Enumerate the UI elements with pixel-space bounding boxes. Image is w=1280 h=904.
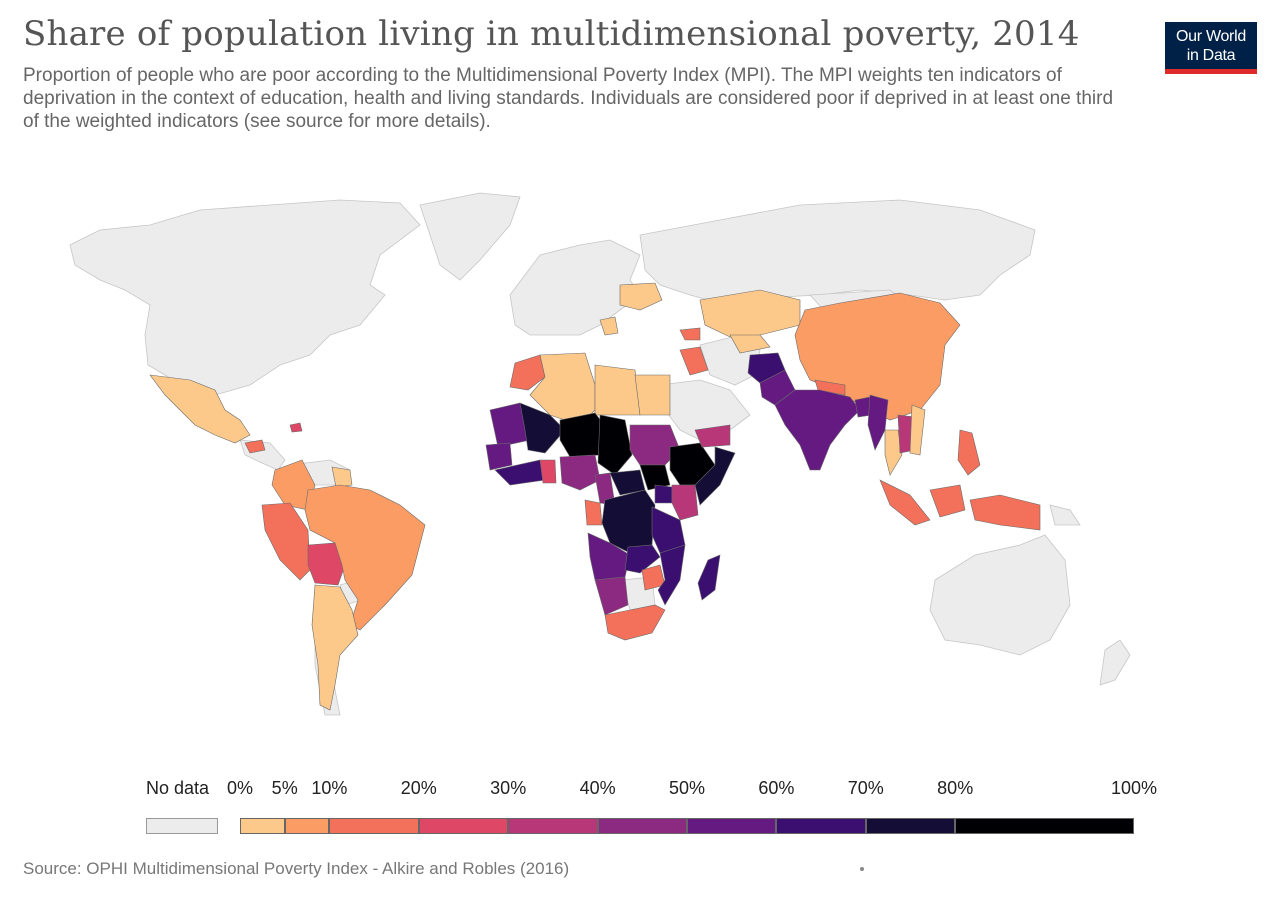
region-papua (1049, 504, 1081, 526)
color-legend: No data 0% 5% 10% 20% 30% 40% 50% 60% 70% 80% 100% (0, 770, 1280, 840)
region-chad (597, 414, 633, 476)
legend-tick-label: 60% (758, 778, 795, 798)
legend-swatch[interactable] (955, 818, 1134, 834)
region-india (774, 389, 861, 471)
region-nigeria (559, 454, 601, 491)
source-note: Source: OPHI Multidimensional Poverty In… (23, 859, 570, 878)
region-kenya (671, 484, 699, 521)
legend-tick-label: 100% (1110, 778, 1158, 798)
timeline-dot[interactable] (860, 867, 864, 871)
region-egypt (634, 374, 671, 416)
region-myanmar (867, 394, 889, 451)
region-iraq (679, 346, 709, 376)
region-mozambique (657, 544, 686, 606)
legend-swatch[interactable] (687, 818, 777, 834)
region-senegal (485, 442, 513, 471)
region-ghana (539, 459, 557, 484)
region-south-africa (604, 604, 666, 641)
region-ukraine (619, 282, 663, 311)
world-map[interactable] (40, 185, 1240, 725)
legend-tick-label: 0% (226, 778, 254, 798)
region-libya (594, 364, 641, 416)
region-russia (639, 199, 1036, 304)
region-mali (519, 402, 566, 454)
legend-swatch[interactable] (597, 818, 687, 834)
region-honduras (244, 439, 266, 454)
region-zambia (624, 544, 661, 574)
legend-swatch[interactable] (240, 818, 285, 834)
region-north-america (69, 199, 421, 396)
region-kazakhstan (699, 289, 801, 338)
region-morocco (509, 354, 546, 391)
legend-tick-label: 10% (311, 778, 348, 798)
legend-tick-label: 30% (490, 778, 527, 798)
region-south-sudan (639, 464, 671, 491)
region-australia (929, 534, 1071, 656)
region-indonesia-west (879, 479, 931, 526)
owid-logo[interactable]: Our World in Data (1165, 22, 1257, 74)
region-haiti (289, 422, 303, 433)
legend-tick-label: 80% (937, 778, 974, 798)
region-yemen (694, 424, 731, 448)
region-indonesia-borneo (929, 484, 966, 518)
region-greenland (419, 192, 521, 281)
legend-tick-label: 70% (847, 778, 884, 798)
region-thailand (884, 429, 903, 476)
chart-subtitle: Proportion of people who are poor accord… (23, 65, 1114, 132)
legend-tick-label: 5% (271, 778, 298, 798)
region-balkans (599, 316, 619, 336)
legend-swatch[interactable] (418, 818, 509, 834)
region-mexico (149, 374, 251, 444)
region-somalia (694, 446, 736, 506)
data-countries (149, 282, 1041, 711)
legend-tick-label: 20% (400, 778, 437, 798)
region-madagascar (697, 554, 721, 601)
region-new-zealand (1099, 639, 1131, 686)
region-uganda (654, 484, 673, 504)
region-philippines (957, 429, 981, 476)
region-gabon (584, 499, 603, 526)
region-central-asia (729, 334, 771, 354)
chart-title: Share of population living in multidimen… (23, 14, 1080, 54)
region-namibia (594, 576, 629, 616)
logo-line-2: in Data (1186, 47, 1236, 64)
legend-swatch[interactable] (284, 818, 330, 834)
logo-line-1: Our World (1176, 28, 1246, 45)
legend-swatch[interactable] (776, 818, 866, 834)
region-argentina (311, 584, 359, 711)
legend-nodata-label: No data (146, 778, 210, 798)
legend-tick-label: 40% (579, 778, 616, 798)
region-vietnam (909, 404, 926, 456)
region-nepal (814, 379, 846, 396)
region-guyana (331, 466, 353, 488)
legend-swatch[interactable] (865, 818, 956, 834)
legend-tick-label: 50% (668, 778, 706, 798)
region-peru (261, 502, 311, 581)
legend-nodata-swatch[interactable] (146, 818, 218, 834)
legend-swatch[interactable] (329, 818, 419, 834)
region-caucasus (679, 327, 701, 341)
legend-swatch[interactable] (508, 818, 598, 834)
region-indonesia-east (969, 494, 1041, 531)
